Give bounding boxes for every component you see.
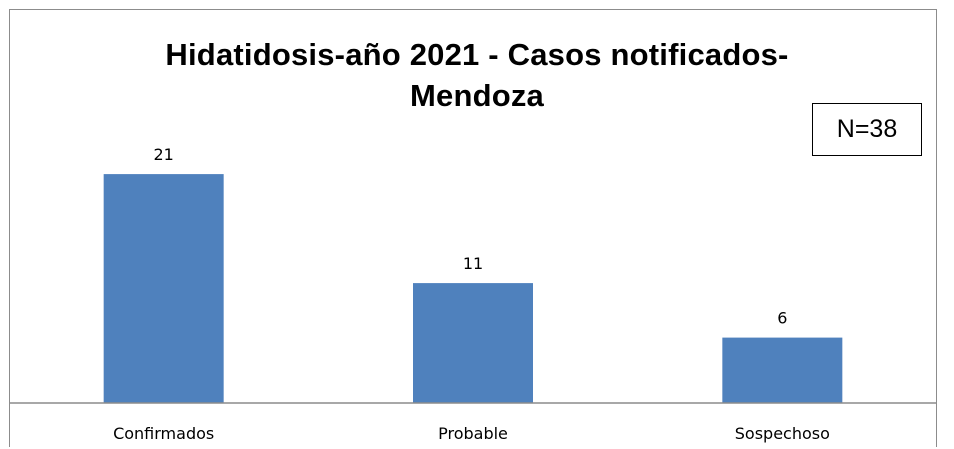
chart-title-line-2: Mendoza xyxy=(409,78,544,113)
chart-title-line-1: Hidatidosis-año 2021 - Casos notificados… xyxy=(165,37,789,72)
value-label-probable: 11 xyxy=(463,254,483,273)
value-label-sospechoso: 6 xyxy=(777,309,787,328)
category-label-confirmados: Confirmados xyxy=(113,424,214,443)
value-label-confirmados: 21 xyxy=(153,145,173,164)
sample-size-label: N=38 xyxy=(836,115,898,143)
bar-confirmados xyxy=(103,174,224,403)
bars-layer xyxy=(103,174,843,403)
labels-layer: 21 Confirmados 11 Probable 6 Sospechoso xyxy=(113,145,830,443)
category-label-sospechoso: Sospechoso xyxy=(735,424,830,443)
bar-sospechoso xyxy=(722,337,843,403)
sample-size-annotation: N=38 xyxy=(812,103,922,156)
chart-title: Hidatidosis-año 2021 - Casos notificados… xyxy=(0,34,954,116)
bar-probable xyxy=(413,283,533,403)
category-label-probable: Probable xyxy=(438,424,508,443)
